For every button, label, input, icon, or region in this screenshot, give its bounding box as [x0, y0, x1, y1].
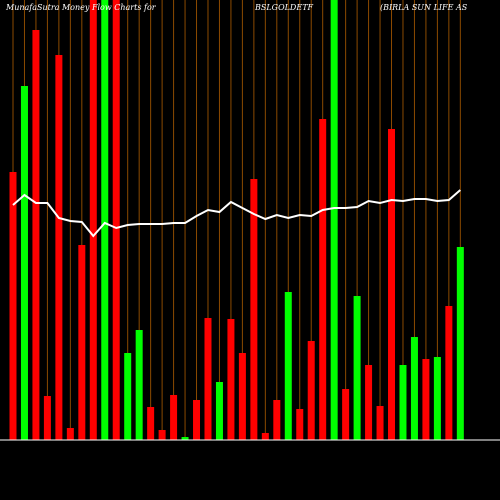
bar [135, 330, 143, 440]
bar [158, 430, 166, 440]
bar [388, 129, 396, 440]
bar [307, 341, 315, 440]
bar [399, 365, 407, 440]
bars [9, 0, 464, 440]
bar [273, 400, 281, 440]
bar [55, 55, 63, 440]
bar [261, 433, 269, 440]
chart-title: MunafaSutra Money Flow Charts for [5, 3, 157, 12]
bar [410, 337, 418, 440]
bar [181, 437, 189, 440]
bar [445, 306, 453, 440]
bar [319, 119, 327, 440]
bar [20, 86, 28, 440]
bar [330, 0, 338, 440]
bar [376, 406, 384, 440]
company: (BIRLA SUN LIFE AS [380, 3, 468, 12]
bar [170, 395, 178, 440]
bar [250, 179, 258, 440]
bar [101, 0, 109, 440]
bar [342, 389, 350, 440]
bar [238, 353, 246, 440]
bar [43, 396, 51, 440]
bar [433, 357, 441, 440]
bar [89, 0, 97, 440]
bar [9, 172, 17, 440]
bar [66, 428, 74, 440]
bar [215, 382, 223, 440]
bar [147, 407, 155, 440]
bar [124, 353, 132, 440]
price-line [12, 189, 461, 238]
bar [353, 296, 361, 440]
bar [296, 409, 304, 440]
bar [456, 247, 464, 440]
bar [78, 245, 86, 440]
bar [422, 359, 430, 440]
symbol: BSLGOLDETF [254, 3, 314, 12]
bar [204, 318, 212, 440]
bar [112, 0, 120, 440]
bar [32, 30, 40, 440]
bar [227, 319, 235, 440]
bar [193, 400, 201, 440]
bar [365, 365, 373, 440]
bar [284, 292, 292, 440]
